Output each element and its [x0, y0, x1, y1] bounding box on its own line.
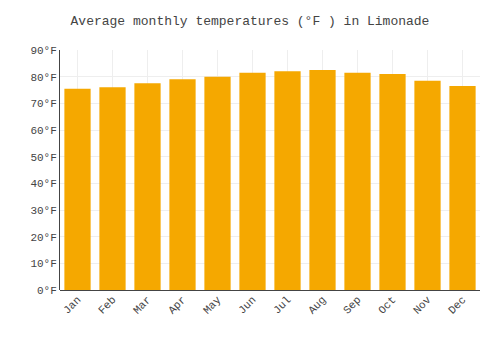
svg-text:60°F: 60°F — [30, 125, 56, 137]
svg-text:0°F: 0°F — [37, 285, 57, 297]
svg-text:Average monthly temperatures (: Average monthly temperatures (°F ) in Li… — [71, 14, 430, 29]
svg-text:Jun: Jun — [236, 294, 258, 316]
svg-text:Mar: Mar — [131, 294, 153, 316]
svg-text:70°F: 70°F — [30, 98, 56, 110]
svg-text:Jan: Jan — [61, 294, 83, 316]
svg-text:Sep: Sep — [341, 294, 363, 316]
svg-text:20°F: 20°F — [30, 232, 56, 244]
svg-text:50°F: 50°F — [30, 152, 56, 164]
svg-text:80°F: 80°F — [30, 72, 56, 84]
svg-text:30°F: 30°F — [30, 205, 56, 217]
svg-text:May: May — [201, 294, 224, 317]
svg-text:Aug: Aug — [306, 294, 328, 316]
svg-text:Apr: Apr — [166, 294, 188, 316]
svg-text:Dec: Dec — [446, 294, 468, 316]
svg-text:Nov: Nov — [411, 294, 434, 317]
svg-text:Feb: Feb — [96, 294, 118, 316]
svg-text:Oct: Oct — [376, 294, 398, 316]
svg-text:10°F: 10°F — [30, 258, 56, 270]
svg-text:90°F: 90°F — [30, 45, 56, 57]
svg-text:Jul: Jul — [271, 294, 293, 316]
svg-text:40°F: 40°F — [30, 178, 56, 190]
